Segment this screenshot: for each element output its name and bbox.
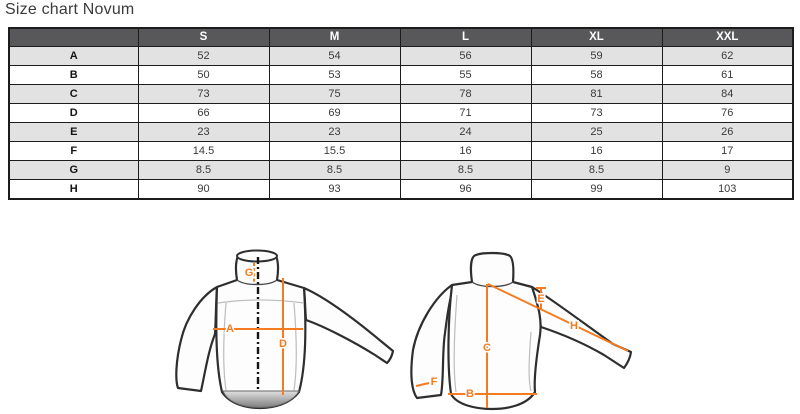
table-cell: 55 — [399, 65, 532, 85]
table-cell: 56 — [399, 46, 532, 66]
front-collar-base-seam — [236, 279, 278, 286]
table-row: A 52 54 56 59 62 — [8, 46, 794, 66]
measurement-line-e — [536, 287, 546, 310]
table-cell: 73 — [137, 84, 270, 104]
measurement-label-g: G — [245, 267, 254, 279]
table-cell: 66 — [137, 103, 270, 123]
row-label: C — [8, 84, 139, 104]
table-cell: 58 — [530, 65, 663, 85]
table-cell: 73 — [530, 103, 663, 123]
table-cell: 61 — [661, 65, 794, 85]
front-left-sleeve — [175, 285, 219, 393]
table-cell: 53 — [268, 65, 401, 85]
front-right-side-seam — [293, 302, 297, 391]
table-cell: 17 — [661, 141, 794, 161]
table-cell: 75 — [268, 84, 401, 104]
table-cell: 103 — [661, 179, 794, 200]
size-chart-table: S M L XL XXL A 52 54 56 59 62 B 50 53 55… — [8, 27, 794, 200]
table-cell: 62 — [661, 46, 794, 66]
table-cell: 71 — [399, 103, 532, 123]
table-cell: 90 — [137, 179, 270, 200]
column-header-l: L — [399, 27, 532, 47]
row-label: A — [8, 46, 139, 66]
table-row: F 14.5 15.5 16 16 17 — [8, 141, 794, 161]
measurement-label-h: H — [570, 320, 578, 332]
table-cell: 23 — [137, 122, 270, 142]
table-cell: 16 — [530, 141, 663, 161]
measurement-label-b: B — [466, 388, 474, 400]
table-row: C 73 75 78 81 84 — [8, 84, 794, 104]
front-right-sleeve — [302, 286, 395, 365]
column-header-s: S — [137, 27, 270, 47]
table-cell: 78 — [399, 84, 532, 104]
row-label: G — [8, 160, 139, 180]
table-header-row: S M L XL XXL — [8, 27, 794, 47]
column-header-xl: XL — [530, 27, 663, 47]
table-cell: 25 — [530, 122, 663, 142]
table-corner-cell — [8, 27, 139, 47]
table-row: E 23 23 24 25 26 — [8, 122, 794, 142]
table-cell: 59 — [530, 46, 663, 66]
table-row: D 66 69 71 73 76 — [8, 103, 794, 123]
table-cell: 81 — [530, 84, 663, 104]
table-cell: 50 — [137, 65, 270, 85]
measurement-line-f — [415, 382, 430, 387]
table-cell: 8.5 — [268, 160, 401, 180]
column-header-m: M — [268, 27, 401, 47]
row-label: F — [8, 141, 139, 161]
page-title: Size chart Novum — [5, 1, 135, 18]
table-cell: 16 — [399, 141, 532, 161]
measurement-label-f: F — [431, 376, 438, 388]
back-left-sleeve — [410, 283, 454, 400]
measurement-label-e: E — [537, 293, 544, 305]
column-header-xxl: XXL — [661, 27, 794, 47]
measurement-line-h — [487, 283, 629, 352]
table-cell: 54 — [268, 46, 401, 66]
table-row: G 8.5 8.5 8.5 8.5 9 — [8, 160, 794, 180]
row-label: B — [8, 65, 139, 85]
front-left-side-seam — [223, 302, 227, 391]
table-cell: 93 — [268, 179, 401, 200]
back-jacket-diagram: C B H E F — [410, 251, 633, 411]
table-cell: 52 — [137, 46, 270, 66]
table-cell: 9 — [661, 160, 794, 180]
measurement-label-c: C — [483, 342, 491, 354]
table-cell: 84 — [661, 84, 794, 104]
table-cell: 99 — [530, 179, 663, 200]
table-cell: 24 — [399, 122, 532, 142]
measurement-label-a: A — [226, 323, 234, 335]
table-cell: 76 — [661, 103, 794, 123]
back-right-sleeve — [530, 285, 633, 370]
table-row: H 90 93 96 99 103 — [8, 179, 794, 200]
front-chest-seam — [217, 299, 305, 304]
table-cell: 8.5 — [399, 160, 532, 180]
back-body — [447, 251, 542, 411]
row-label: E — [8, 122, 139, 142]
table-cell: 8.5 — [530, 160, 663, 180]
back-right-side-seam — [528, 331, 532, 392]
table-cell: 14.5 — [137, 141, 270, 161]
row-label: H — [8, 179, 139, 200]
table-row: B 50 53 55 58 61 — [8, 65, 794, 85]
table-cell: 69 — [268, 103, 401, 123]
measurement-label-d: D — [279, 338, 287, 350]
table-cell: 26 — [661, 122, 794, 142]
table-cell: 8.5 — [137, 160, 270, 180]
back-left-side-seam — [453, 294, 458, 393]
table-cell: 96 — [399, 179, 532, 200]
front-jacket-diagram: A D G — [175, 249, 395, 410]
table-cell: 23 — [268, 122, 401, 142]
front-hem-panel — [222, 390, 300, 409]
row-label: D — [8, 103, 139, 123]
table-cell: 15.5 — [268, 141, 401, 161]
